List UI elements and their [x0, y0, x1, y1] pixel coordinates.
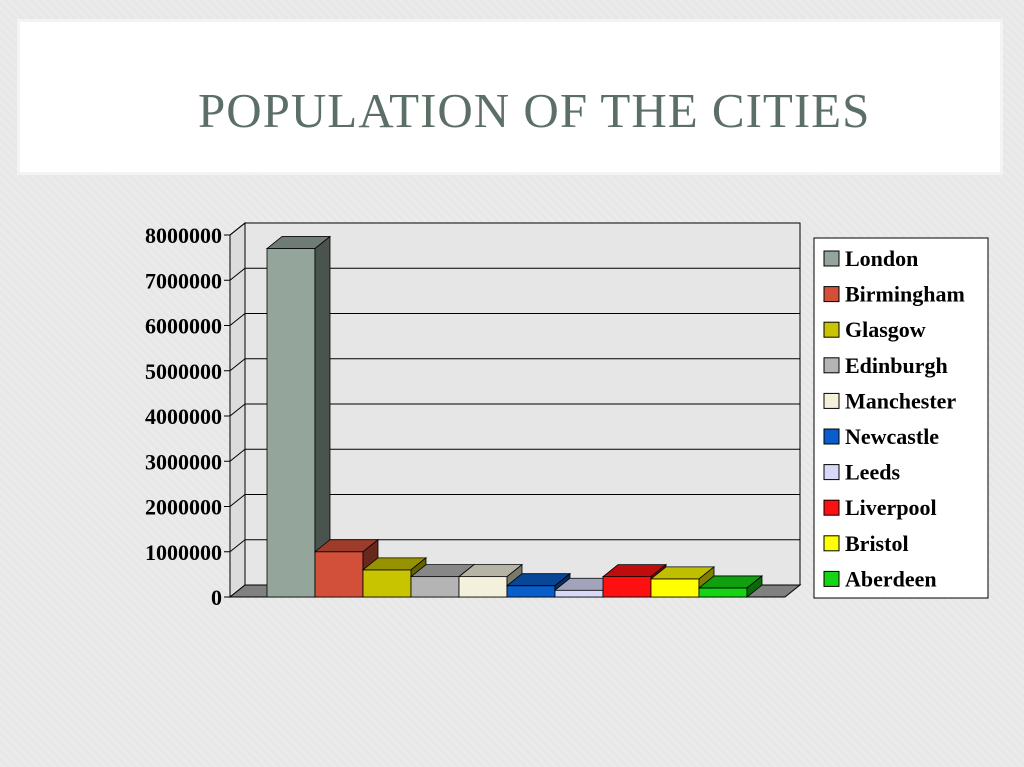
legend-swatch	[823, 286, 840, 303]
legend-label-glasgow: Glasgow	[845, 317, 926, 342]
y-tick-label: 3000000	[145, 449, 222, 474]
bar-front	[698, 587, 748, 598]
bar-front	[554, 589, 604, 598]
bar-front	[362, 569, 412, 598]
y-tick-label: 0	[211, 585, 222, 610]
bar-aberdeen	[697, 575, 764, 598]
bar-front	[506, 585, 556, 598]
legend-swatch	[823, 428, 840, 445]
y-tick-label: 5000000	[145, 359, 222, 384]
gridline-side	[229, 539, 246, 553]
legend-swatch	[823, 392, 840, 409]
gridline-side	[229, 358, 246, 372]
bar-front	[410, 576, 460, 598]
y-tick-label: 1000000	[145, 540, 222, 565]
legend-label-edinburgh: Edinburgh	[845, 353, 948, 378]
bar-front	[458, 576, 508, 598]
y-tick-label: 4000000	[145, 404, 222, 429]
y-tick-label: 6000000	[145, 314, 222, 339]
y-tick-label: 2000000	[145, 495, 222, 520]
bar-front	[650, 578, 700, 598]
legend-swatch	[823, 499, 840, 516]
gridline-side	[229, 403, 246, 417]
y-tick-label: 8000000	[145, 223, 222, 248]
slide-title: POPULATION OF THE CITIES	[198, 83, 871, 138]
gridline-side	[229, 267, 246, 281]
legend-swatch	[823, 321, 840, 338]
legend-label-liverpool: Liverpool	[845, 495, 937, 520]
legend: London Birmingham Glasgow Edinburgh Manchest…	[813, 237, 989, 599]
legend-swatch	[823, 357, 840, 374]
legend-label-leeds: Leeds	[845, 460, 900, 485]
bar-london	[265, 235, 332, 598]
gridline-side	[229, 448, 246, 462]
bar-front	[314, 551, 364, 598]
gridline-side	[229, 313, 246, 326]
legend-label-newcastle: Newcastle	[845, 424, 939, 449]
legend-label-aberdeen: Aberdeen	[845, 566, 937, 591]
bar-side	[746, 575, 763, 598]
legend-swatch	[823, 570, 840, 587]
legend-swatch	[823, 535, 840, 552]
gridline-side	[229, 494, 246, 507]
bar-front	[602, 576, 652, 598]
gridline-side	[229, 222, 246, 236]
legend-label-bristol: Bristol	[845, 531, 909, 556]
legend-label-manchester: Manchester	[845, 388, 956, 413]
bar-birmingham	[313, 538, 380, 598]
legend-box	[813, 237, 989, 599]
legend-swatch	[823, 464, 840, 481]
bars	[265, 235, 764, 598]
y-axis: 0 1000000 2000000 3000000 4000000 5000000 6000…	[145, 223, 231, 610]
title-panel: POPULATION OF THE CITIES	[20, 22, 1000, 172]
legend-swatch	[823, 250, 840, 267]
legend-label-birmingham: Birmingham	[845, 282, 965, 307]
y-tick-label: 7000000	[145, 268, 222, 293]
legend-label-london: London	[845, 246, 918, 271]
bar-front	[266, 248, 316, 598]
